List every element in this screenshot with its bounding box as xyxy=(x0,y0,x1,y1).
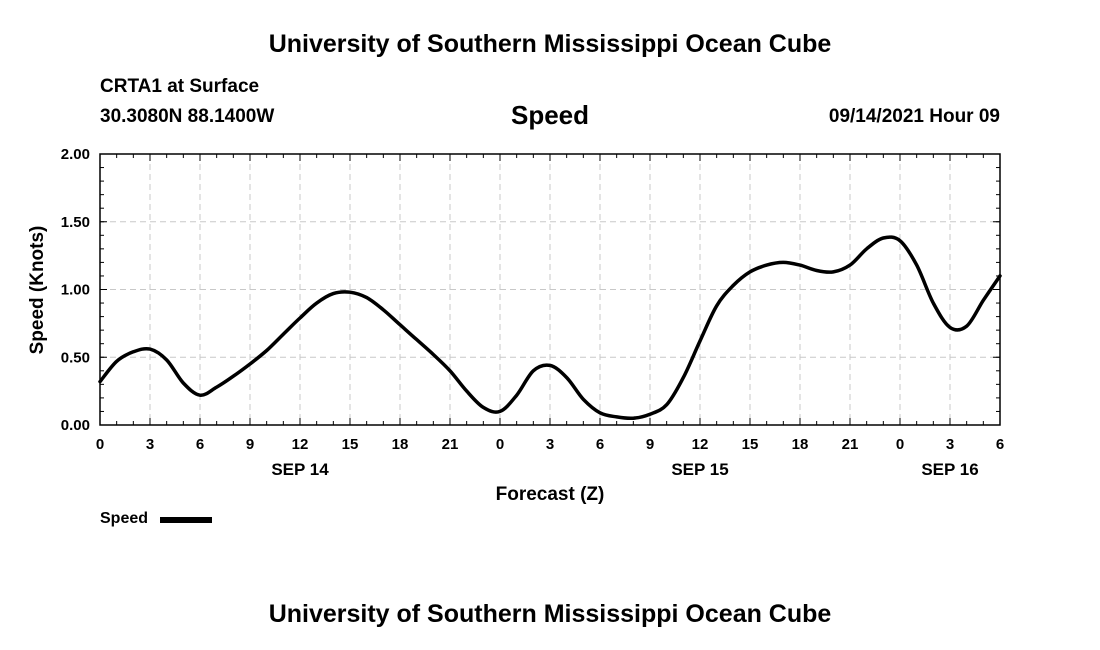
legend-swatch xyxy=(160,517,212,523)
y-tick-label: 1.50 xyxy=(61,214,90,231)
x-tick-label: 18 xyxy=(392,436,409,453)
bottom-title: University of Southern Mississippi Ocean… xyxy=(268,600,832,628)
datetime-label: 09/14/2021 Hour 09 xyxy=(828,106,1000,127)
date-label: SEP 14 xyxy=(271,460,329,479)
grid-lines xyxy=(100,154,1000,425)
x-tick-label: 18 xyxy=(792,436,809,453)
x-tick-label: 3 xyxy=(546,436,554,453)
x-tick-label: 12 xyxy=(692,436,709,453)
x-tick-label: 21 xyxy=(442,436,459,453)
date-label: SEP 15 xyxy=(671,460,728,479)
speed-series-line xyxy=(98,235,1002,421)
coordinates-label: 30.3080N 88.1400W xyxy=(100,106,275,127)
x-tick-label: 12 xyxy=(292,436,309,453)
x-tick-label: 3 xyxy=(946,436,954,453)
legend-label: Speed xyxy=(100,510,149,527)
x-tick-label: 3 xyxy=(146,436,154,453)
date-label: SEP 16 xyxy=(921,460,978,479)
x-tick-label: 0 xyxy=(896,436,904,453)
x-tick-label: 6 xyxy=(596,436,604,453)
x-tick-label: 9 xyxy=(646,436,654,453)
x-tick-label: 6 xyxy=(996,436,1004,453)
y-tick-label: 0.00 xyxy=(61,417,90,434)
axis-ticks xyxy=(99,153,1001,426)
x-tick-label: 21 xyxy=(842,436,859,453)
x-tick-label: 15 xyxy=(342,436,359,453)
y-axis-label: Speed (Knots) xyxy=(27,226,48,355)
x-tick-label: 15 xyxy=(742,436,759,453)
x-tick-label: 0 xyxy=(496,436,504,453)
x-tick-label: 0 xyxy=(96,436,104,453)
station-label: CRTA1 at Surface xyxy=(100,76,260,97)
y-tick-label: 1.00 xyxy=(61,282,90,299)
x-tick-label: 6 xyxy=(196,436,204,453)
top-title: University of Southern Mississippi Ocean… xyxy=(268,30,832,58)
x-tick-label: 9 xyxy=(246,436,254,453)
axis-labels: 0 3 6 9 12 15 18 21 0 3 6 9 12 15 18 21 0 3 6 0.00 0.50 1.00 1… xyxy=(61,146,1004,479)
y-tick-label: 2.00 xyxy=(61,146,90,163)
y-tick-label: 0.50 xyxy=(61,349,90,366)
x-axis-label: Forecast (Z) xyxy=(496,484,605,505)
chart-title: Speed xyxy=(510,100,590,130)
